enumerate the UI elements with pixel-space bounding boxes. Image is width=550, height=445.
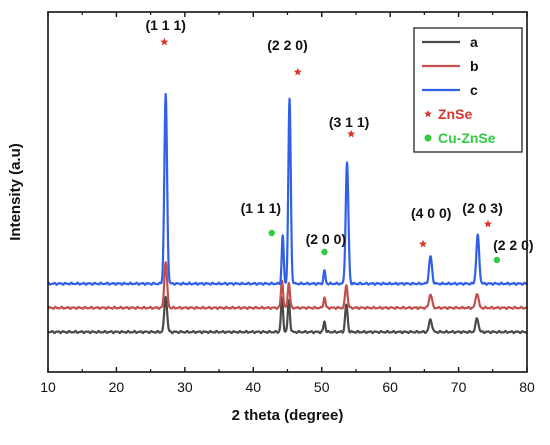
legend-label: c [470,82,478,98]
y-axis-title: Intensity (a.u) [7,143,24,241]
x-tick-label: 80 [519,379,535,395]
series-line-c [47,92,528,286]
series-layer [47,92,528,335]
znse-star-marker [293,67,302,76]
legend-dot-marker [424,134,432,142]
cu-znse-dot-marker [268,229,275,237]
legend: abc ZnSe Cu-ZnSe [413,27,523,153]
x-tick-label: 70 [451,379,467,395]
cu-znse-dot-marker [493,256,501,264]
znse-star-marker [484,219,492,228]
x-tick-label: 10 [40,379,56,395]
peak-label: (2 2 0) [493,237,533,253]
x-tick-label: 50 [314,379,330,395]
legend-label: a [470,34,478,50]
peak-label: (2 0 3) [462,200,502,216]
peak-label: (3 1 1) [329,114,369,130]
legend-label: b [470,58,479,74]
cu-znse-dot-marker [321,248,328,256]
annotation-layer: (1 1 1) (2 2 0) (3 1 1) (1 1 1) (2 0 0) (4 0 … [145,17,534,264]
peak-label: (1 1 1) [145,17,185,33]
x-tick-label: 60 [382,379,398,395]
peak-label: (4 0 0) [411,205,451,221]
legend-label: ZnSe [438,106,472,122]
x-tick-label: 20 [109,379,125,395]
peak-label: (1 1 1) [241,200,281,216]
x-tick-label: 40 [245,379,261,395]
znse-star-marker [160,37,169,46]
peak-label: (2 0 0) [306,231,346,247]
series-line-b [47,261,528,310]
x-axis-title: 2 theta (degree) [232,407,344,424]
series-line-a [47,295,528,335]
x-tick-label: 30 [177,379,193,395]
legend-star-marker [424,110,432,118]
axis-layer: 10 20 30 40 50 60 70 80 [40,11,535,395]
peak-label: (2 2 0) [267,37,307,53]
znse-star-marker [347,129,356,138]
legend-label: Cu-ZnSe [438,130,496,146]
znse-star-marker [418,239,427,248]
